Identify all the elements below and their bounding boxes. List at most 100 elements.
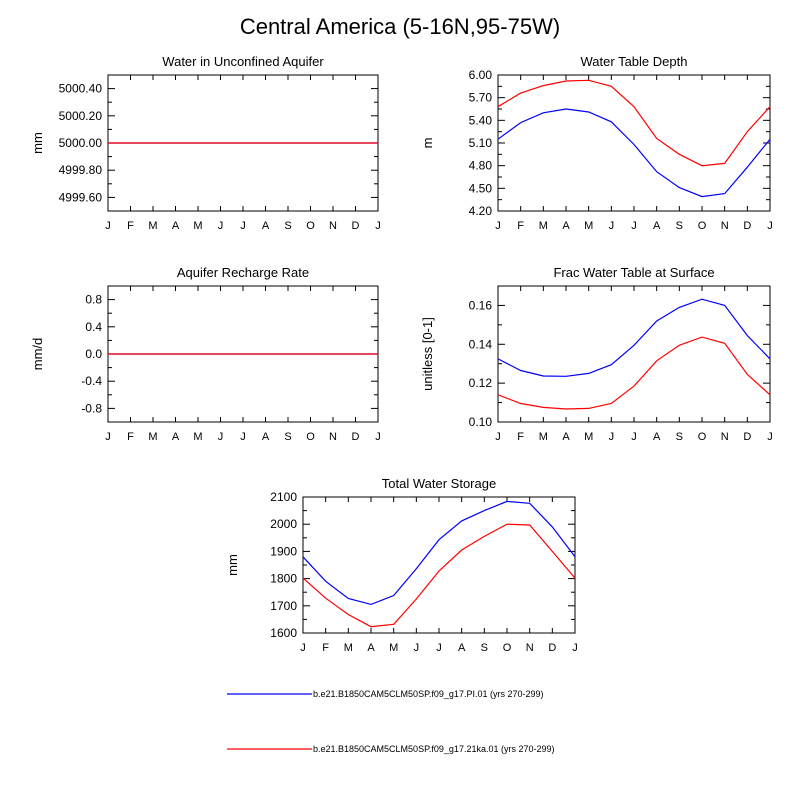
x-tick-label: J: [495, 220, 501, 232]
x-tick-label: S: [284, 431, 291, 443]
x-tick-label: M: [584, 220, 593, 232]
x-tick-label: J: [572, 642, 578, 654]
series-line-1: [497, 298, 771, 377]
x-tick-label: J: [495, 431, 501, 443]
x-tick-label: N: [329, 431, 337, 443]
x-tick-label: M: [344, 642, 353, 654]
x-tick-label: A: [562, 431, 570, 443]
series-line-2: [497, 79, 771, 167]
x-tick-label: M: [148, 220, 157, 232]
x-tick-label: A: [262, 431, 270, 443]
x-tick-label: M: [148, 431, 157, 443]
x-tick-label: F: [127, 220, 134, 232]
y-tick-label: 0.8: [85, 293, 102, 307]
x-tick-label: M: [193, 431, 202, 443]
y-tick-label: 5.40: [469, 113, 493, 127]
x-tick-label: J: [609, 220, 615, 232]
legend-entry-2: b.e21.B1850CAM5CLM50SP.f09_g17.21ka.01 (…: [227, 744, 555, 754]
x-tick-label: D: [352, 431, 360, 443]
y-tick-label: 5000.00: [59, 136, 103, 150]
x-tick-label: J: [436, 642, 442, 654]
series-line-1: [302, 500, 576, 606]
panel-1: Water in Unconfined Aquifer J F M A M J J A S O N D J…: [30, 54, 381, 232]
plot-frame: [302, 496, 576, 634]
y-axis-label: m: [420, 138, 435, 149]
x-tick-label: N: [721, 431, 729, 443]
x-tick-label: M: [539, 431, 548, 443]
x-tick-label: D: [743, 431, 751, 443]
panel-title: Aquifer Recharge Rate: [177, 265, 309, 280]
panel-title: Water in Unconfined Aquifer: [162, 54, 324, 69]
x-tick-label: M: [389, 642, 398, 654]
x-tick-label: O: [698, 220, 707, 232]
y-tick-label: 1800: [270, 572, 297, 586]
panel-3: Aquifer Recharge Rate J F M A M J J A S O N D J -0.8 -0…: [30, 265, 381, 443]
y-tick-label: 2100: [270, 490, 297, 504]
y-tick-label: 0.0: [85, 347, 102, 361]
y-tick-label: 5000.40: [59, 82, 103, 96]
y-tick-label: 0.4: [85, 320, 102, 334]
x-tick-label: D: [743, 220, 751, 232]
panel-title: Total Water Storage: [382, 476, 496, 491]
y-axis-label: mm/d: [30, 338, 45, 371]
x-tick-label: F: [517, 220, 524, 232]
x-tick-label: A: [653, 431, 661, 443]
y-tick-label: 1900: [270, 544, 297, 558]
x-tick-label: O: [306, 220, 315, 232]
x-tick-label: J: [105, 431, 111, 443]
y-tick-label: 6.00: [469, 68, 493, 82]
x-tick-label: M: [539, 220, 548, 232]
x-tick-label: J: [218, 431, 224, 443]
y-tick-label: 2000: [270, 517, 297, 531]
series-line-2: [302, 523, 576, 628]
plot-frame: [497, 74, 771, 212]
legend-label: b.e21.B1850CAM5CLM50SP.f09_g17.21ka.01 (…: [313, 744, 555, 754]
x-tick-label: D: [548, 642, 556, 654]
x-tick-label: D: [352, 220, 360, 232]
x-tick-label: A: [172, 220, 180, 232]
y-tick-label: -0.4: [81, 374, 102, 388]
x-tick-label: J: [767, 431, 773, 443]
x-tick-label: F: [127, 431, 134, 443]
y-tick-label: 0.10: [469, 415, 493, 429]
x-tick-label: A: [458, 642, 466, 654]
figure-title: Central America (5-16N,95-75W): [239, 14, 561, 39]
x-tick-label: M: [584, 431, 593, 443]
x-tick-label: S: [481, 642, 488, 654]
y-axis-label: unitless [0-1]: [420, 317, 435, 391]
x-tick-label: J: [631, 220, 637, 232]
plot-frame: [497, 285, 771, 423]
x-tick-label: J: [767, 220, 773, 232]
x-tick-label: J: [414, 642, 420, 654]
panel-4: Frac Water Table at Surface J F M A M J J A S O N D J…: [420, 265, 773, 443]
series-line-1: [497, 108, 771, 198]
y-tick-label: 5000.20: [59, 109, 103, 123]
y-tick-label: 5.10: [469, 136, 493, 150]
x-tick-label: F: [322, 642, 329, 654]
x-tick-label: J: [375, 431, 381, 443]
series-line-2: [497, 336, 771, 410]
y-tick-label: 4.50: [469, 181, 493, 195]
x-tick-label: J: [240, 431, 246, 443]
x-tick-label: S: [284, 220, 291, 232]
x-tick-label: N: [721, 220, 729, 232]
y-tick-label: 4999.80: [59, 163, 103, 177]
panel-title: Water Table Depth: [581, 54, 688, 69]
y-tick-label: 1600: [270, 626, 297, 640]
x-tick-label: J: [609, 431, 615, 443]
x-tick-label: J: [375, 220, 381, 232]
x-tick-label: S: [676, 431, 683, 443]
y-tick-label: 5.70: [469, 91, 493, 105]
x-tick-label: M: [193, 220, 202, 232]
x-tick-label: J: [105, 220, 111, 232]
x-tick-label: O: [503, 642, 512, 654]
x-tick-label: A: [262, 220, 270, 232]
y-tick-label: 4999.60: [59, 190, 103, 204]
x-tick-label: A: [562, 220, 570, 232]
y-tick-label: 4.80: [469, 159, 493, 173]
legend-entry-1: b.e21.B1850CAM5CLM50SP.f09_g17.PI.01 (yr…: [227, 689, 543, 699]
x-tick-label: F: [517, 431, 524, 443]
